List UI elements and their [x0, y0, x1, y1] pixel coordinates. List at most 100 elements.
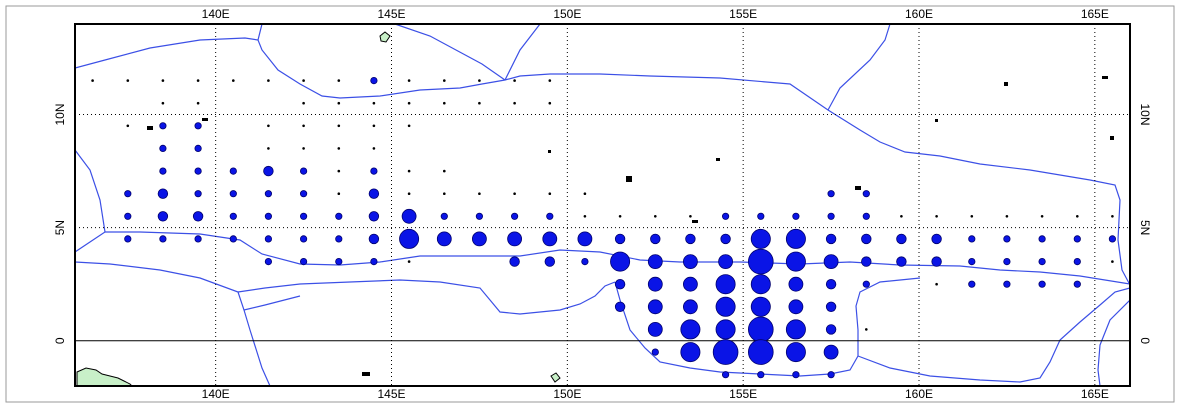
data-point	[299, 190, 308, 198]
tick-label-top: 155E	[729, 7, 757, 21]
data-point	[372, 147, 376, 150]
data-point	[229, 190, 237, 198]
data-point	[443, 79, 446, 82]
data-point	[720, 233, 731, 245]
data-point	[302, 124, 305, 128]
data-point	[715, 296, 736, 317]
data-point	[267, 79, 270, 82]
data-point	[368, 188, 380, 199]
data-point	[970, 215, 974, 218]
data-point	[229, 212, 237, 220]
data-point	[267, 124, 270, 128]
data-point	[757, 212, 765, 220]
data-point	[614, 233, 626, 245]
data-point	[372, 124, 376, 128]
data-points	[91, 77, 1117, 379]
data-point	[610, 251, 631, 272]
data-point	[650, 233, 661, 245]
data-point	[546, 212, 554, 220]
boundary-n1	[257, 24, 263, 41]
data-point	[436, 231, 452, 247]
data-point	[478, 79, 481, 82]
data-point	[785, 228, 806, 249]
data-point	[935, 215, 938, 218]
data-point	[264, 257, 272, 266]
island-speck	[692, 220, 698, 223]
data-point	[513, 101, 516, 105]
data-point	[654, 215, 657, 218]
data-point	[509, 256, 520, 267]
tick-label-bottom: 160E	[905, 387, 933, 401]
data-point	[229, 167, 237, 175]
data-point	[747, 316, 774, 343]
data-point	[124, 212, 132, 220]
tick-label-left: 5N	[53, 220, 67, 235]
data-point	[513, 192, 516, 195]
tick-label-left: 0	[53, 337, 67, 344]
data-point	[337, 101, 341, 105]
tick-label-top: 165E	[1081, 7, 1109, 21]
boundary-south-b	[243, 295, 301, 311]
data-point	[647, 254, 663, 270]
data-point	[337, 192, 341, 195]
boundary-n4	[827, 24, 891, 111]
island-speck	[935, 119, 938, 122]
data-point	[896, 233, 907, 245]
data-point	[401, 208, 417, 224]
data-point	[157, 211, 169, 222]
data-point	[157, 188, 169, 199]
data-point	[196, 79, 200, 82]
data-point	[368, 211, 380, 222]
island-speck	[1110, 136, 1114, 140]
tick-labels: 140E 140E 145E 145E 150E 150E 155E 155E 160E 160E…	[53, 7, 1152, 401]
data-point	[861, 256, 872, 267]
island-speck	[548, 150, 551, 153]
data-point	[1038, 257, 1046, 266]
data-point	[618, 215, 622, 218]
data-point	[750, 296, 771, 317]
data-point	[370, 167, 378, 175]
data-point	[712, 339, 739, 365]
data-point	[407, 260, 411, 263]
data-point	[1003, 235, 1011, 243]
data-point	[443, 101, 446, 105]
tick-label-bottom: 145E	[377, 387, 405, 401]
data-point	[372, 101, 376, 105]
data-point	[823, 254, 839, 270]
boundary-n3	[504, 24, 541, 81]
tick-label-bottom: 150E	[553, 387, 581, 401]
data-point	[747, 339, 774, 365]
data-point	[1073, 235, 1081, 243]
data-point	[583, 215, 587, 218]
data-point	[542, 231, 558, 247]
data-point	[825, 324, 837, 335]
data-point	[825, 301, 837, 313]
boundary-equatorial-north	[105, 231, 1130, 285]
data-point	[264, 212, 272, 220]
data-point	[861, 233, 872, 245]
data-point	[302, 79, 305, 82]
data-point	[267, 147, 270, 150]
data-point	[685, 233, 696, 245]
data-point	[1003, 257, 1011, 266]
data-point	[900, 215, 903, 218]
data-point	[865, 328, 868, 331]
data-point	[614, 301, 626, 313]
map-content	[75, 24, 1130, 386]
data-point	[161, 101, 165, 105]
data-point	[1003, 280, 1011, 288]
data-point	[407, 169, 411, 173]
data-point	[683, 276, 698, 292]
data-point	[299, 212, 308, 220]
data-point	[335, 212, 343, 220]
data-point	[827, 190, 835, 198]
islands-layer	[147, 76, 1114, 376]
data-point	[1108, 235, 1117, 243]
data-point	[478, 192, 481, 195]
data-point	[862, 280, 870, 288]
data-point	[335, 257, 343, 266]
data-point	[715, 319, 736, 340]
boundary-north	[75, 37, 1130, 286]
data-point	[721, 371, 730, 379]
